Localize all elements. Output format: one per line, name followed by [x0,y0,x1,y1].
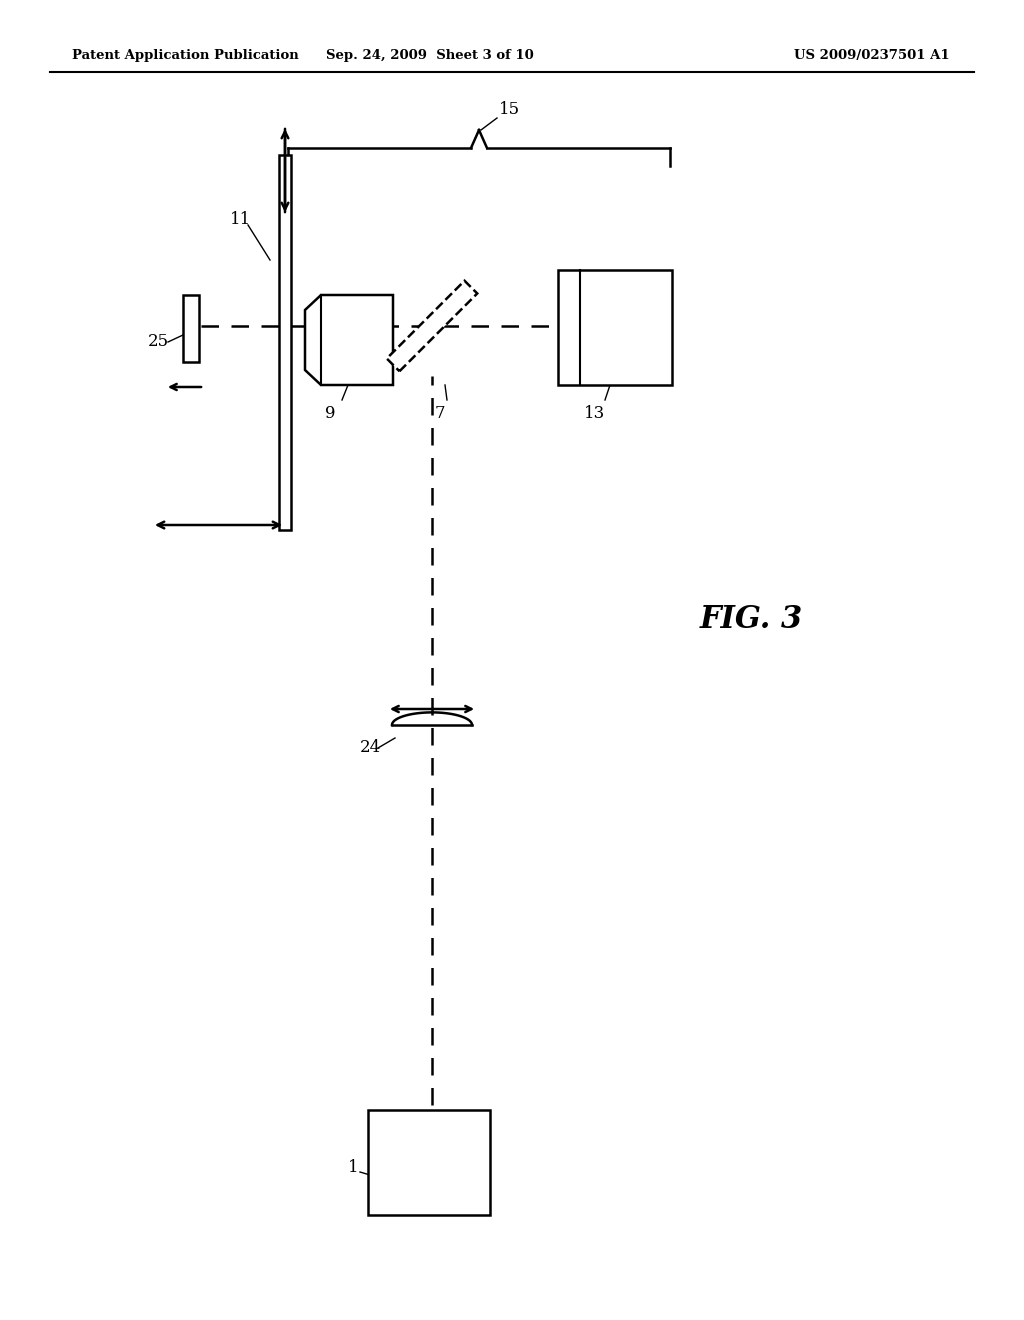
Text: 24: 24 [360,739,381,756]
Polygon shape [305,294,393,385]
Text: 11: 11 [230,211,251,228]
Bar [279,154,291,531]
Text: Patent Application Publication: Patent Application Publication [72,49,299,62]
Bar [183,294,199,362]
Text: Sep. 24, 2009  Sheet 3 of 10: Sep. 24, 2009 Sheet 3 of 10 [326,49,534,62]
Text: 1: 1 [348,1159,358,1176]
Polygon shape [387,281,477,371]
Text: 9: 9 [325,405,335,422]
Text: 13: 13 [585,405,605,422]
Bar [558,271,672,385]
Text: 15: 15 [499,102,520,119]
Text: 25: 25 [148,334,169,351]
Text: US 2009/0237501 A1: US 2009/0237501 A1 [795,49,950,62]
Text: 7: 7 [434,405,445,422]
Bar [368,1110,490,1214]
Text: FIG. 3: FIG. 3 [700,605,803,635]
